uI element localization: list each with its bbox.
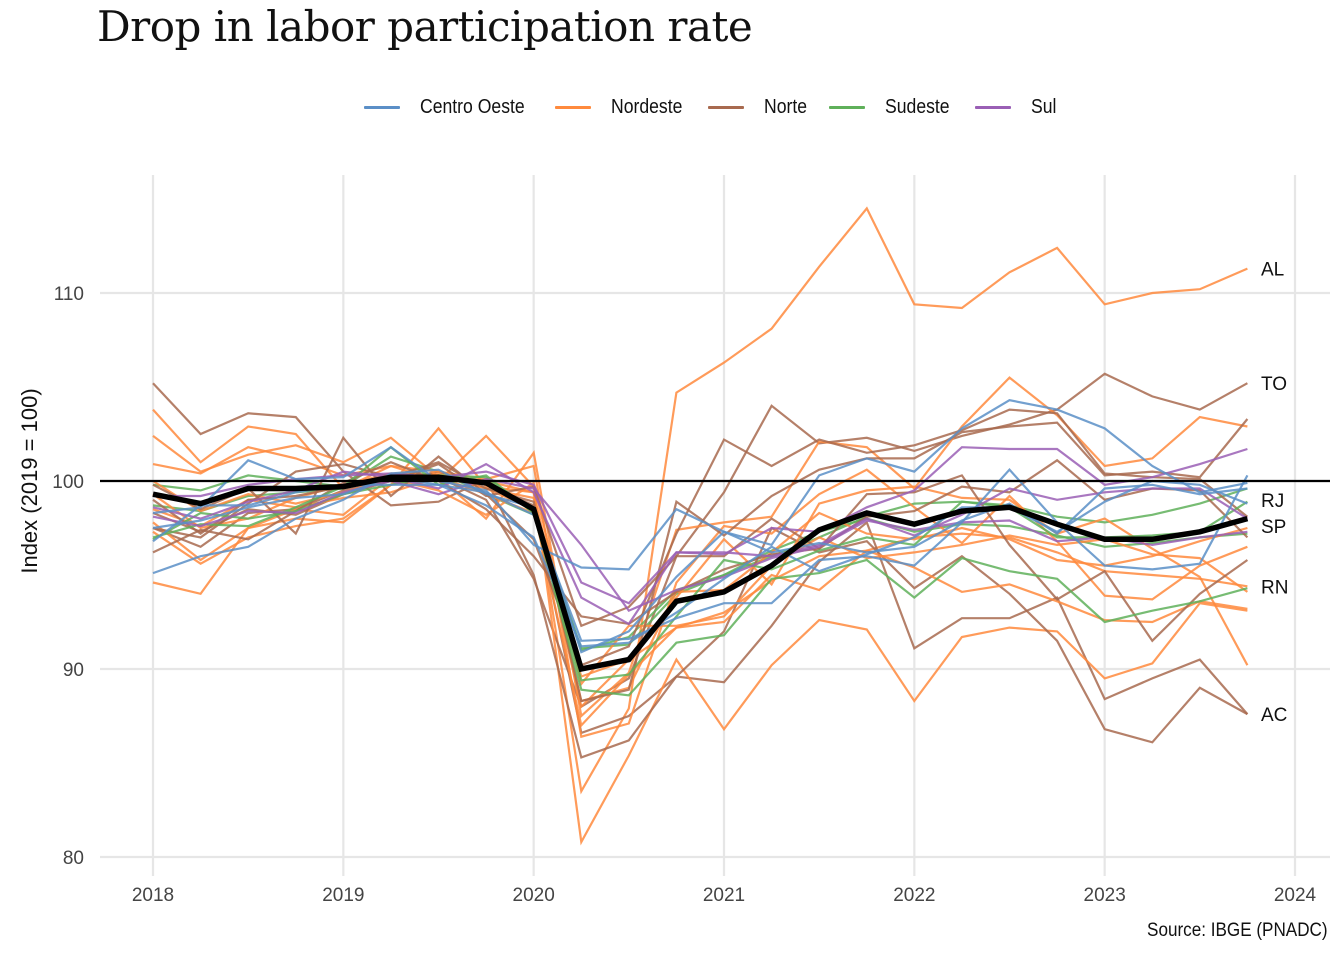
legend-key [829, 106, 866, 109]
y-tick-label: 90 [63, 660, 84, 681]
legend-item-centro-oeste: Centro Oeste [364, 96, 539, 119]
series-line-al [152, 206, 1248, 795]
end-label-al: AL [1261, 260, 1284, 281]
y-axis-ticks: 80 90 100 110 [52, 284, 84, 869]
legend-key [555, 106, 592, 109]
series-line-ba [152, 474, 1248, 703]
series-line-ma [152, 408, 1248, 846]
series-line-am [152, 408, 1249, 667]
legend-label: Nordeste [611, 96, 683, 118]
x-tick-label: 2021 [703, 885, 745, 906]
y-axis-label: Index (2019 = 100) [17, 388, 42, 573]
y-tick-label: 80 [63, 848, 84, 869]
series-line-pb [152, 476, 1249, 678]
x-tick-label: 2018 [132, 885, 174, 906]
legend: Centro Oeste Nordeste Norte Sudeste Sul [0, 96, 1344, 119]
legend-label: Sudeste [885, 96, 950, 118]
y-tick-label: 100 [52, 472, 84, 493]
end-labels: AL TO RJ SP RN AC [1261, 260, 1288, 727]
legend-item-sudeste: Sudeste [829, 96, 958, 119]
end-label-rj: RJ [1261, 491, 1284, 512]
source-caption: Source: IBGE (PNADC) [1147, 920, 1328, 941]
series-line-mt [152, 399, 1248, 571]
x-tick-label: 2022 [893, 885, 935, 906]
x-tick-label: 2019 [322, 885, 364, 906]
end-label-rn: RN [1261, 577, 1288, 598]
chart-title: Drop in labor participation rate [97, 2, 753, 51]
x-tick-label: 2020 [513, 885, 555, 906]
y-tick-label: 110 [54, 284, 84, 305]
series-line-es [152, 474, 1248, 697]
series-line-mg [152, 445, 1248, 682]
average-line [152, 474, 1249, 673]
x-tick-label: 2024 [1274, 885, 1317, 906]
series-line-ro [152, 418, 1249, 703]
legend-label: Norte [764, 96, 808, 118]
legend-key [974, 106, 1011, 109]
end-label-sp: SP [1261, 517, 1286, 538]
series-lines [152, 206, 1249, 846]
legend-key [364, 106, 401, 109]
legend-item-nordeste: Nordeste [555, 96, 692, 119]
legend-key [708, 106, 745, 109]
legend-item-norte: Norte [708, 96, 813, 119]
x-axis-ticks: 2018 2019 2020 2021 2022 2023 2024 [132, 885, 1317, 906]
series-line-pa [152, 382, 1248, 759]
end-label-ac: AC [1261, 705, 1287, 726]
legend-label: Sul [1030, 96, 1057, 118]
legend-item-sul: Sul [974, 96, 1060, 119]
end-label-to: TO [1261, 374, 1287, 395]
legend-label: Centro Oeste [420, 96, 526, 118]
average-line-group [152, 474, 1249, 673]
x-tick-label: 2023 [1084, 885, 1126, 906]
